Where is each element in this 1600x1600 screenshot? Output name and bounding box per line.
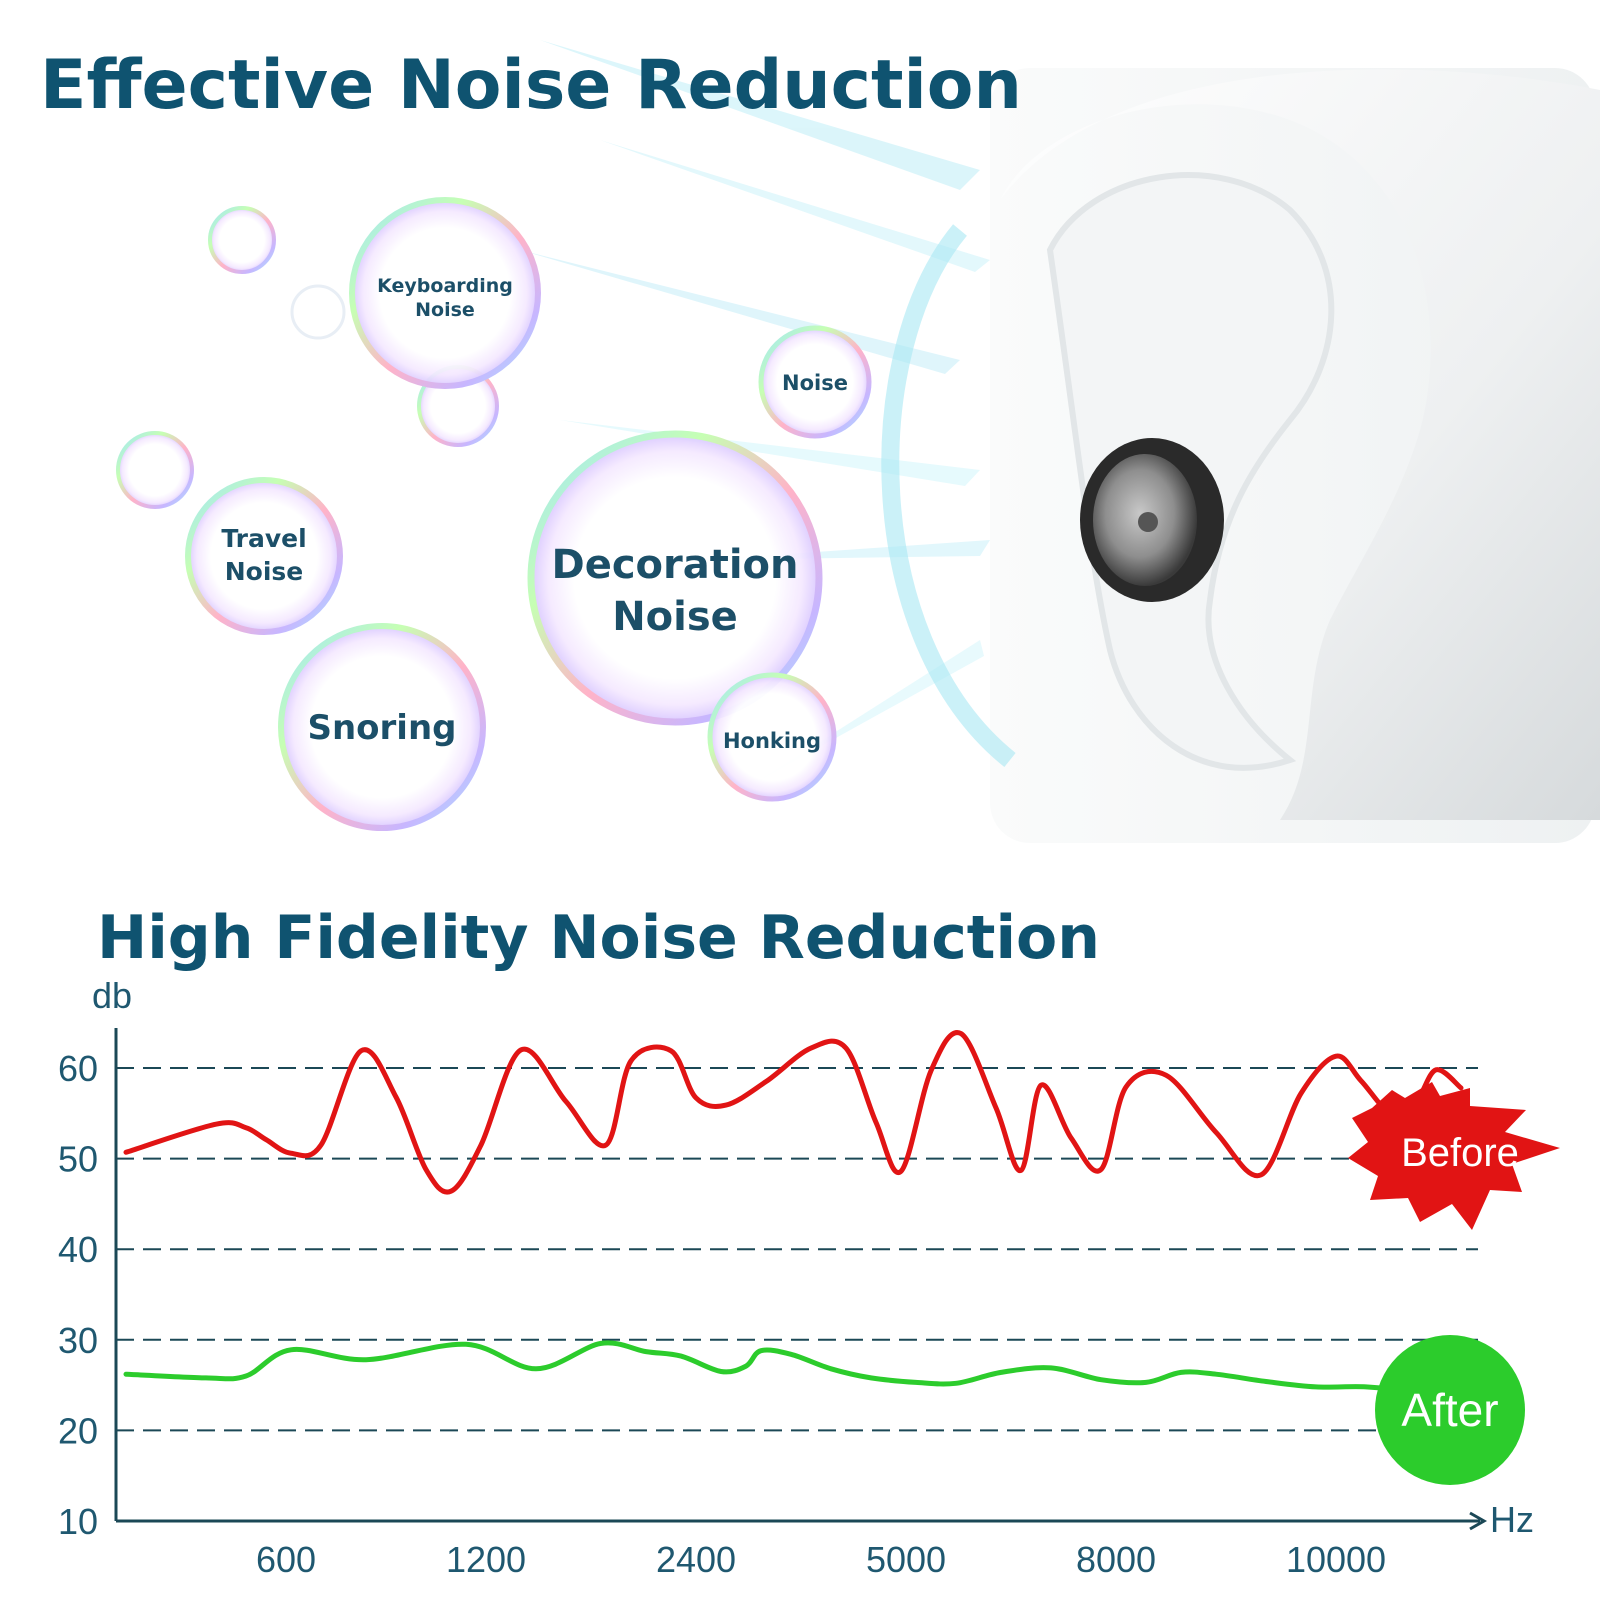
before-label: Before xyxy=(1401,1131,1519,1175)
bubble-label: Travel xyxy=(221,524,306,553)
x-axis-arrow xyxy=(1469,1511,1488,1531)
main-headline: Effective Noise Reduction xyxy=(40,46,1022,125)
bubble-label: Snoring xyxy=(307,708,456,748)
chart-title: High Fidelity Noise Reduction xyxy=(97,903,1100,973)
bubble-noise: Noise xyxy=(758,325,872,439)
y-ticks: 10 20 30 40 50 60 xyxy=(58,1048,98,1542)
bubble-label: Noise xyxy=(415,299,475,321)
bubble-label: Noise xyxy=(225,557,304,586)
series-line-after xyxy=(123,1340,1449,1406)
y-tick-label: 60 xyxy=(58,1048,98,1089)
bubble-honking: Honking xyxy=(707,672,837,802)
bubble-travel: Travel Noise xyxy=(185,477,343,635)
y-tick-label: 40 xyxy=(58,1229,98,1270)
gridlines xyxy=(116,1067,1478,1432)
shield-arc xyxy=(881,224,1016,768)
x-tick-label: 600 xyxy=(256,1539,316,1580)
series-line-before xyxy=(123,1030,1464,1195)
bubble-label: Honking xyxy=(723,729,821,753)
bubble-snoring: Snoring xyxy=(278,623,486,831)
x-tick-label: 8000 xyxy=(1076,1539,1156,1580)
x-axis-label: Hz xyxy=(1490,1499,1534,1540)
top-illustration: Effective Noise Reduction Keyboarding No… xyxy=(40,40,1600,843)
before-badge: Before xyxy=(1348,1082,1560,1230)
y-tick-label: 30 xyxy=(58,1320,98,1361)
after-badge: After xyxy=(1375,1335,1525,1485)
bubble-label: Noise xyxy=(782,371,848,395)
bubble-keyboarding: Keyboarding Noise xyxy=(349,197,541,389)
bubble-label: Noise xyxy=(612,594,738,640)
ear-illustration xyxy=(1000,69,1600,820)
after-label: After xyxy=(1401,1384,1498,1436)
y-tick-label: 20 xyxy=(58,1410,98,1451)
x-tick-label: 1200 xyxy=(446,1539,526,1580)
x-tick-label: 5000 xyxy=(866,1539,946,1580)
noise-chart: High Fidelity Noise Reduction db Hz 10 20… xyxy=(58,903,1560,1580)
bubble-decoration: Decoration Noise xyxy=(527,430,823,726)
after-circle xyxy=(1375,1335,1525,1485)
y-axis-label: db xyxy=(92,975,132,1016)
y-tick-label: 50 xyxy=(58,1139,98,1180)
x-tick-label: 10000 xyxy=(1286,1539,1386,1580)
bubble-label: Keyboarding xyxy=(377,275,513,297)
bubble-label: Decoration xyxy=(551,542,798,588)
starburst-icon xyxy=(1348,1082,1560,1230)
y-tick-label: 10 xyxy=(58,1501,98,1542)
x-tick-label: 2400 xyxy=(656,1539,736,1580)
x-ticks: 600 1200 2400 5000 8000 10000 xyxy=(256,1539,1386,1580)
